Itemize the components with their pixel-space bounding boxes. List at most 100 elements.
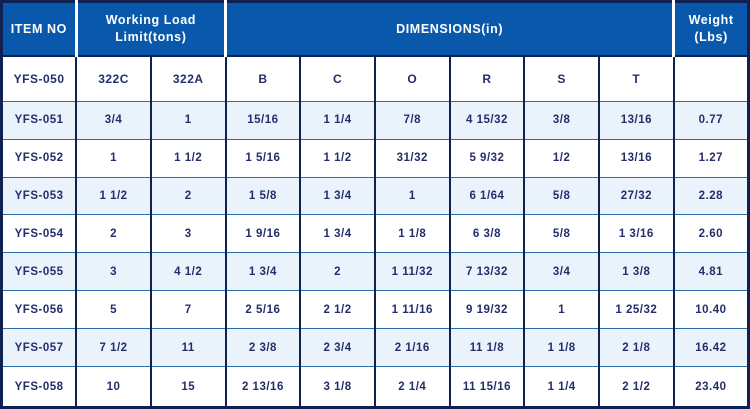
- table-cell: 1 11/16: [373, 290, 451, 330]
- weight-cell: 2.60: [672, 214, 750, 254]
- table-row-yfs-054: YFS-054 2 3 1 9/16 1 3/4 1 1/8 6 3/8 5/8…: [0, 214, 750, 254]
- table-cell: 6 3/8: [448, 214, 526, 254]
- weight-cell: 0.77: [672, 100, 750, 140]
- table-cell: 1: [523, 290, 600, 330]
- weight-line1: Weight: [688, 13, 734, 28]
- table-cell: 2: [299, 252, 376, 292]
- item-no-cell: YFS-057: [0, 328, 78, 368]
- table-cell: 2 3/4: [299, 328, 376, 368]
- table-cell: 1 3/4: [224, 252, 302, 292]
- sub-header-cell-322c: 322C: [75, 55, 152, 102]
- table-cell: 1: [373, 176, 451, 216]
- table-cell: 1: [149, 100, 227, 140]
- table-cell: 11: [149, 328, 227, 368]
- table-row-yfs-055: YFS-055 3 4 1/2 1 3/4 2 1 11/32 7 13/32 …: [0, 252, 750, 292]
- weight-cell: 1.27: [672, 138, 750, 178]
- item-no-cell: YFS-054: [0, 214, 78, 254]
- weight-cell: 2.28: [672, 176, 750, 216]
- table-cell: 1 11/32: [373, 252, 451, 292]
- table-cell: 2 1/4: [373, 366, 451, 408]
- table-cell: 7/8: [373, 100, 451, 140]
- table-cell: 5/8: [523, 176, 600, 216]
- item-no-cell: YFS-056: [0, 290, 78, 330]
- table-cell: 15: [149, 366, 227, 408]
- table-cell: 2 1/16: [373, 328, 451, 368]
- table-cell: 5: [75, 290, 152, 330]
- sub-header-cell-c: C: [299, 55, 376, 102]
- table-cell: 1 5/16: [224, 138, 302, 178]
- table-cell: 3/4: [75, 100, 152, 140]
- table-cell: 2 13/16: [224, 366, 302, 408]
- table-cell: 3/8: [523, 100, 600, 140]
- table-cell: 1 1/2: [149, 138, 227, 178]
- table-cell: 4 15/32: [448, 100, 526, 140]
- table-cell: 7 1/2: [75, 328, 152, 368]
- table-row-yfs-053: YFS-053 1 1/2 2 1 5/8 1 3/4 1 6 1/64 5/8…: [0, 176, 750, 216]
- item-no-cell: YFS-052: [0, 138, 78, 178]
- table-cell: 7: [149, 290, 227, 330]
- table-row-yfs-058: YFS-058 10 15 2 13/16 3 1/8 2 1/4 11 15/…: [0, 366, 750, 408]
- weight-cell: 10.40: [672, 290, 750, 330]
- table-cell: 2: [75, 214, 152, 254]
- table-cell: 1 3/16: [598, 214, 675, 254]
- table-row-yfs-051: YFS-051 3/4 1 15/16 1 1/4 7/8 4 15/32 3/…: [0, 100, 750, 140]
- table-cell: 1 3/4: [299, 176, 376, 216]
- sub-header-row: YFS-050 322C 322A B C O R S T: [0, 55, 750, 102]
- table-cell: 2 1/2: [598, 366, 675, 408]
- table-cell: 1 1/8: [373, 214, 451, 254]
- table-cell: 13/16: [598, 100, 675, 140]
- table-cell: 1 3/4: [299, 214, 376, 254]
- sub-header-cell-r: R: [448, 55, 526, 102]
- item-no-cell: YFS-053: [0, 176, 78, 216]
- weight-cell: 23.40: [672, 366, 750, 408]
- table-cell: 1 1/2: [75, 176, 152, 216]
- sub-header-cell-o: O: [373, 55, 451, 102]
- working-load-line2: Limit(tons): [115, 30, 187, 44]
- sub-header-cell-t: T: [598, 55, 675, 102]
- table-row-yfs-057: YFS-057 7 1/2 11 2 3/8 2 3/4 2 1/16 11 1…: [0, 328, 750, 368]
- table-row-yfs-052: YFS-052 1 1 1/2 1 5/16 1 1/2 31/32 5 9/3…: [0, 138, 750, 178]
- table-cell: 2 5/16: [224, 290, 302, 330]
- table-cell: 9 19/32: [448, 290, 526, 330]
- table-cell: 3/4: [523, 252, 600, 292]
- table-cell: 1 9/16: [224, 214, 302, 254]
- table-cell: 15/16: [224, 100, 302, 140]
- table-cell: 2 1/8: [598, 328, 675, 368]
- table-cell: 10: [75, 366, 152, 408]
- table-cell: 3: [75, 252, 152, 292]
- table-cell: 1 1/4: [523, 366, 600, 408]
- table-cell: 3 1/8: [299, 366, 376, 408]
- main-header-row: ITEM NO Working Load Limit(tons) DIMENSI…: [1, 1, 749, 57]
- table-cell: 1 5/8: [224, 176, 302, 216]
- col-header-dimensions: DIMENSIONS(in): [225, 1, 676, 57]
- table-cell: 2: [149, 176, 227, 216]
- table-cell: 4 1/2: [149, 252, 227, 292]
- item-no-cell: YFS-058: [0, 366, 78, 408]
- sub-header-cell-322a: 322A: [149, 55, 227, 102]
- table-cell: 1 1/8: [523, 328, 600, 368]
- table-cell: 1/2: [523, 138, 600, 178]
- table-cell: 7 13/32: [448, 252, 526, 292]
- table-cell: 1 3/8: [598, 252, 675, 292]
- sub-header-cell-b: B: [224, 55, 302, 102]
- table-cell: 1 25/32: [598, 290, 675, 330]
- table-cell: 2 3/8: [224, 328, 302, 368]
- col-header-weight: Weight (Lbs): [673, 1, 749, 57]
- item-no-cell: YFS-051: [0, 100, 78, 140]
- table-cell: 5/8: [523, 214, 600, 254]
- table-cell: 5 9/32: [448, 138, 526, 178]
- weight-line2: (Lbs): [694, 30, 728, 44]
- weight-cell: 4.81: [672, 252, 750, 292]
- table-cell: 1 1/4: [299, 100, 376, 140]
- table-cell: 11 1/8: [448, 328, 526, 368]
- sub-header-cell-s: S: [523, 55, 600, 102]
- table-row-yfs-056: YFS-056 5 7 2 5/16 2 1/2 1 11/16 9 19/32…: [0, 290, 750, 330]
- table-cell: 1 1/2: [299, 138, 376, 178]
- table-cell: 3: [149, 214, 227, 254]
- col-header-working-load: Working Load Limit(tons): [76, 1, 228, 57]
- table-cell: 6 1/64: [448, 176, 526, 216]
- sub-header-cell-weight: [672, 55, 750, 102]
- table-cell: 13/16: [598, 138, 675, 178]
- table-cell: 27/32: [598, 176, 675, 216]
